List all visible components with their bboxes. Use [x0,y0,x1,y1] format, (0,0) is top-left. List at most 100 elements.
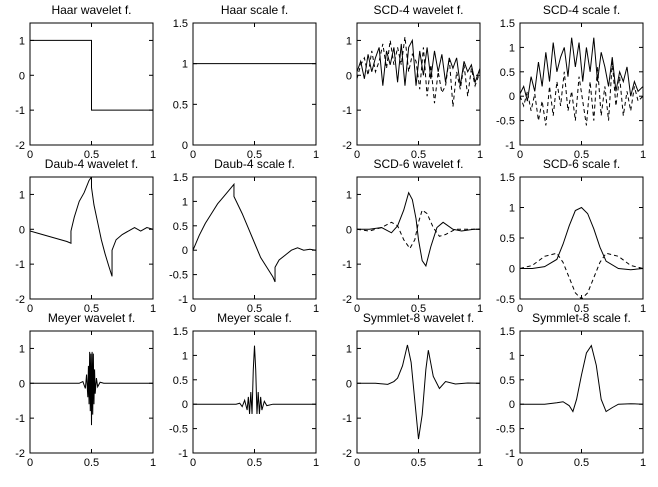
y-tick-label: -2 [15,294,25,306]
y-tick-label: 1 [509,42,515,54]
subplot-10: Meyer scale f. 0 0.5 1 -1 -0.5 0 0.5 1 1.5 [169,311,319,469]
axes-frame [519,330,644,454]
series-line-1 [357,344,480,440]
y-tick-label: 1.5 [500,172,515,184]
y-tick-label: 0 [19,378,25,390]
axes-frame [192,22,317,146]
x-tick-label: 0 [27,149,33,161]
subplot-title: SCD-4 scale f. [543,3,620,17]
series-line-1 [30,177,153,277]
subplot-title: Symmlet-8 scale f. [532,311,631,325]
y-tick-label: 1 [346,189,352,201]
x-tick-label: 1 [150,303,156,315]
y-tick-label: -2 [15,140,25,152]
subplot-11: Symmlet-8 wavelet f. 0 0.5 1 -2 -1 0 1 [342,311,483,469]
subplot-5: Daub-4 wavelet f. 0 0.5 1 -2 -1 0 1 [15,157,156,315]
y-tick-label: 0 [509,399,515,411]
y-tick-label: 0 [346,70,352,82]
y-tick-label: 1 [182,196,188,208]
y-tick-label: 0 [19,224,25,236]
subplot-2: Haar scale f. 0 0.5 1 0 0.5 1 1.5 [173,3,319,161]
subplot-title: Meyer scale f. [217,311,292,325]
series-line-1 [193,345,316,414]
subplot-7: SCD-6 wavelet f. 0 0.5 1 -2 -1 0 1 [342,157,483,315]
subplot-title: Daub-4 scale f. [214,157,295,171]
x-tick-label: 1 [313,457,319,469]
y-tick-label: -1 [15,105,25,117]
axes-frame [519,176,644,300]
x-tick-label: 0.5 [574,457,589,469]
y-tick-label: 1.5 [500,326,515,338]
x-tick-label: 0 [190,149,196,161]
axes-frame [519,22,644,146]
y-tick-label: -2 [342,140,352,152]
y-tick-label: -0.5 [496,116,515,128]
y-tick-label: -1 [342,259,352,271]
x-tick-label: 1 [150,149,156,161]
x-tick-label: 1 [150,457,156,469]
y-tick-label: 0.5 [500,233,515,245]
y-tick-label: -0.5 [496,294,515,306]
x-tick-label: 0.5 [84,457,99,469]
y-tick-label: -1 [342,413,352,425]
x-tick-label: 0.5 [247,457,262,469]
y-tick-label: -1 [178,448,188,460]
x-tick-label: 1 [640,303,646,315]
subplot-4: SCD-4 scale f. 0 0.5 1 -1 -0.5 0 0.5 1 1.5 [496,3,646,161]
y-tick-label: 1.5 [173,172,188,184]
x-tick-label: 0.5 [84,303,99,315]
y-tick-label: -1 [15,259,25,271]
series-line-1 [30,351,153,426]
y-tick-label: 0.5 [173,221,188,233]
x-tick-label: 0 [354,303,360,315]
series-line-2 [357,36,480,107]
x-tick-label: 0 [517,457,523,469]
y-tick-label: 0 [509,264,515,276]
x-tick-label: 0.5 [411,149,426,161]
subplot-title: Haar scale f. [221,3,288,17]
x-tick-label: 1 [477,457,483,469]
y-tick-label: 1 [182,59,188,71]
y-tick-label: 1 [19,343,25,355]
subplot-title: SCD-6 wavelet f. [373,157,463,171]
x-tick-label: 0.5 [247,149,262,161]
x-tick-label: 1 [640,149,646,161]
subplot-title: SCD-4 wavelet f. [373,3,463,17]
y-tick-label: -2 [342,294,352,306]
subplot-8: SCD-6 scale f.0 0.5 1-0.500.511.5 [496,157,646,315]
x-tick-label: 0 [190,303,196,315]
series-line-1 [520,206,643,271]
x-tick-label: 0 [517,149,523,161]
x-tick-label: 0.5 [84,149,99,161]
y-tick-label: 0 [182,140,188,152]
x-tick-label: 0 [27,457,33,469]
subplot-title: Haar wavelet f. [51,3,131,17]
y-tick-label: -0.5 [169,424,188,436]
series-line-2 [520,252,643,299]
y-tick-label: 0 [182,245,188,257]
series-line-1 [193,182,316,283]
x-tick-label: 1 [477,149,483,161]
x-tick-label: 1 [640,457,646,469]
axes-frame [29,176,154,300]
x-tick-label: 1 [313,149,319,161]
subplot-3: SCD-4 wavelet f. 0 0.5 1 -2 -1 0 1 [342,3,483,161]
x-tick-label: 0.5 [574,149,589,161]
x-tick-label: 0 [517,303,523,315]
x-tick-label: 0 [354,149,360,161]
series-line-1 [357,191,480,268]
x-tick-label: 1 [313,303,319,315]
subplot-title: Symmlet-8 wavelet f. [363,311,474,325]
y-tick-label: 0.5 [173,375,188,387]
y-tick-label: 1 [19,189,25,201]
y-tick-label: 0 [509,91,515,103]
y-tick-label: 0 [182,399,188,411]
y-tick-label: 1 [346,35,352,47]
series-line-1 [520,37,643,102]
series-line-1 [30,39,153,111]
x-tick-label: 0.5 [411,303,426,315]
subplot-title: Meyer wavelet f. [48,311,135,325]
y-tick-label: 0.5 [173,99,188,111]
series-line-2 [520,61,643,126]
